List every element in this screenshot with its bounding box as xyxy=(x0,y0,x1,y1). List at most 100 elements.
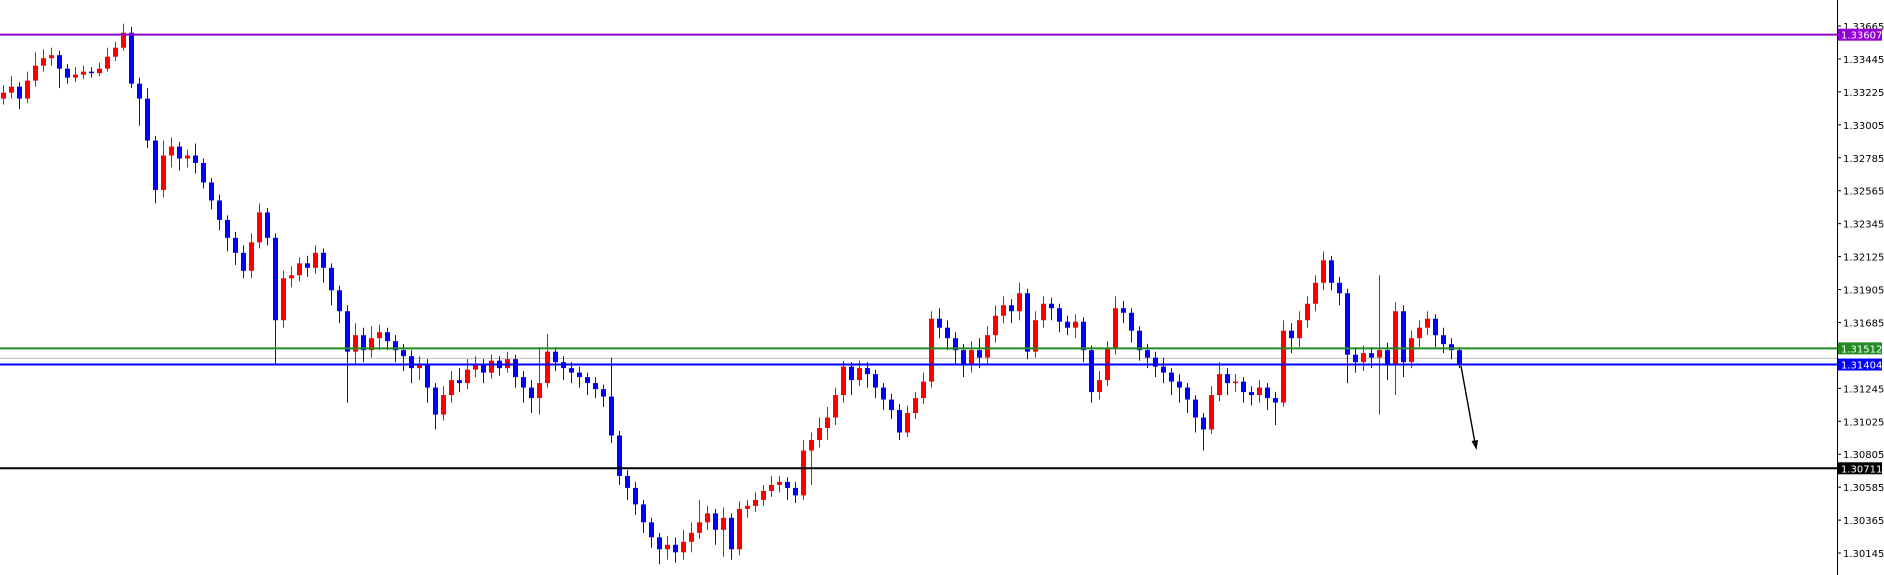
candle-body xyxy=(793,487,798,496)
candle-body xyxy=(241,252,246,271)
candle xyxy=(737,501,742,556)
tick-label: 1.33445 xyxy=(1843,55,1884,66)
candle-body xyxy=(305,263,310,268)
candle-body xyxy=(1329,260,1334,283)
candle xyxy=(361,327,366,363)
candle-body xyxy=(177,146,182,159)
candle-body xyxy=(817,428,822,440)
candle-body xyxy=(681,541,686,553)
candle-body xyxy=(153,140,158,190)
candle-body xyxy=(577,372,582,378)
candle xyxy=(897,404,902,440)
candle-body xyxy=(145,98,150,141)
candle-body xyxy=(105,56,110,69)
candle xyxy=(145,88,150,149)
candle-body xyxy=(1121,308,1126,313)
candle-body xyxy=(401,350,406,357)
candle xyxy=(601,384,606,408)
arrow-head-icon xyxy=(1471,440,1478,450)
candle-body xyxy=(193,155,198,164)
candle xyxy=(1089,345,1094,403)
candle xyxy=(825,407,830,440)
candle xyxy=(913,392,918,420)
candle-body xyxy=(433,387,438,415)
down-arrow-annotation[interactable] xyxy=(1460,365,1478,450)
candle-body xyxy=(1081,321,1086,351)
candle xyxy=(937,308,942,339)
candle-body xyxy=(1345,293,1350,355)
candle-body xyxy=(1201,417,1206,430)
candle xyxy=(25,71,30,104)
candle xyxy=(513,354,518,388)
candle-body xyxy=(1385,350,1390,366)
candle xyxy=(1241,377,1246,403)
horizontal-levels xyxy=(0,33,1837,470)
candle-body xyxy=(1001,305,1006,316)
candle-body xyxy=(737,508,742,550)
candle-body xyxy=(633,487,638,505)
candle xyxy=(593,377,598,399)
candle-body xyxy=(233,237,238,253)
candle xyxy=(113,41,118,62)
candle-body xyxy=(857,368,862,381)
candle-body xyxy=(1193,399,1198,418)
candle-body xyxy=(721,517,726,530)
candle-body xyxy=(121,32,126,48)
candle-body xyxy=(1457,350,1462,364)
candle-body xyxy=(297,263,302,276)
level-label-box xyxy=(1838,342,1882,355)
candle xyxy=(993,305,998,343)
candle xyxy=(1329,255,1334,291)
candle-body xyxy=(825,417,830,429)
candle xyxy=(1217,362,1222,402)
candle xyxy=(1249,386,1254,406)
candle-body xyxy=(961,350,966,364)
candle xyxy=(945,320,950,351)
candle xyxy=(681,529,686,560)
candle-body xyxy=(73,74,78,78)
candle-body xyxy=(1337,282,1342,294)
candle xyxy=(137,77,142,126)
candle-body xyxy=(1425,318,1430,328)
candle xyxy=(961,344,966,378)
candle xyxy=(697,499,702,539)
candle xyxy=(545,333,550,388)
candle xyxy=(537,347,542,415)
candle xyxy=(233,231,238,265)
candle xyxy=(521,371,526,403)
candle-body xyxy=(641,504,646,523)
candle xyxy=(1377,275,1382,415)
candle xyxy=(1009,299,1014,324)
candle xyxy=(1097,371,1102,400)
candle-body xyxy=(33,65,38,81)
candle-body xyxy=(953,338,958,351)
candle xyxy=(633,481,638,515)
candle-body xyxy=(697,522,702,533)
candle xyxy=(329,263,334,306)
candle-body xyxy=(873,374,878,388)
candle xyxy=(585,372,590,396)
candle xyxy=(433,383,438,430)
candle-body xyxy=(689,532,694,542)
candle-body xyxy=(1049,303,1054,309)
candle xyxy=(1233,374,1238,393)
candle xyxy=(713,508,718,545)
candle-body xyxy=(1233,381,1238,384)
candle-body xyxy=(993,315,998,336)
candle-body xyxy=(1393,311,1398,366)
candle xyxy=(905,405,910,438)
candle-body xyxy=(1137,330,1142,351)
candle xyxy=(873,369,878,399)
candle-body xyxy=(1129,312,1134,331)
candle xyxy=(1081,317,1086,363)
candle-body xyxy=(1217,374,1222,396)
candle xyxy=(1209,386,1214,435)
candle xyxy=(657,532,662,565)
candle-body xyxy=(481,365,486,373)
candle-body xyxy=(313,252,318,268)
level-label: 1.31512 xyxy=(1841,344,1882,355)
candle-body xyxy=(1417,327,1422,339)
candle xyxy=(273,233,278,364)
candle-body xyxy=(1,92,6,99)
